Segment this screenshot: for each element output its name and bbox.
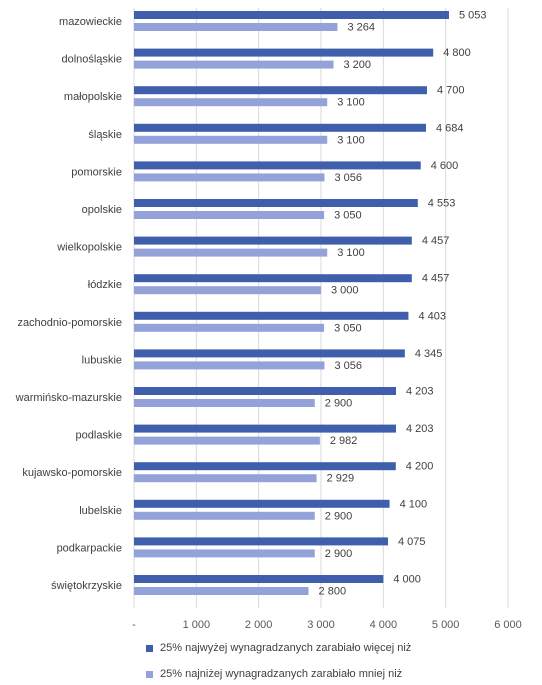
category-label-pomorskie: pomorskie (71, 166, 122, 178)
data-label: 4 345 (415, 348, 443, 360)
bar-high-lubelskie (134, 499, 390, 508)
category-label-lubuskie: lubuskie (82, 354, 122, 366)
bar-low-malopolskie (134, 98, 328, 107)
data-label: 4 600 (431, 160, 459, 172)
data-label: 4 457 (422, 235, 450, 247)
data-label: 4 457 (422, 273, 450, 285)
legend-swatch-low (146, 670, 153, 678)
data-label: 3 056 (334, 360, 362, 372)
data-label: 5 053 (459, 10, 487, 22)
data-label: 3 056 (334, 172, 362, 184)
data-label: 3 100 (337, 97, 365, 109)
data-label: 4 000 (393, 574, 421, 586)
legend-item-high: 25% najwyżej wynagradzanych zarabiało wi… (146, 642, 411, 654)
legend-item-low: 25% najniżej wynagradzanych zarabiało mn… (146, 668, 402, 680)
bar-low-mazowieckie (134, 23, 338, 31)
bar-low-lubuskie (134, 361, 325, 370)
category-label-lodzkie: łódzkie (88, 279, 122, 291)
bar-low-zachodnio-pomorskie (134, 323, 325, 332)
bar-low-podkarpackie (134, 549, 315, 558)
x-tick-label: 4 000 (370, 619, 398, 631)
category-label-opolskie: opolskie (82, 204, 122, 216)
data-label: 2 900 (325, 398, 353, 410)
x-tick-label: 6 000 (494, 619, 522, 631)
data-label: 3 100 (337, 134, 365, 146)
x-tick-label: 3 000 (307, 619, 335, 631)
legend-swatch-high (146, 644, 153, 652)
bar-high-opolskie (134, 199, 418, 207)
legend-label-low: 25% najniżej wynagradzanych zarabiało mn… (160, 668, 403, 680)
bar-high-malopolskie (134, 86, 427, 95)
bar-high-kujawsko-pomorskie (134, 462, 396, 471)
category-labels: mazowieckie dolnośląskie małopolskie śląski… (15, 16, 122, 592)
category-label-malopolskie: małopolskie (64, 91, 122, 103)
data-label: 4 800 (443, 47, 471, 59)
bar-high-podlaskie (134, 424, 396, 433)
x-tick-label: 1 000 (183, 619, 211, 631)
data-label: 4 203 (406, 386, 434, 398)
data-label: 2 900 (325, 548, 353, 560)
data-label: 2 982 (330, 435, 358, 447)
data-label: 2 800 (319, 586, 347, 598)
category-label-wielkopolskie: wielkopolskie (56, 242, 122, 254)
category-label-warminsko-mazurskie: warmińsko-mazurskie (15, 392, 122, 404)
data-label: 4 075 (398, 536, 426, 548)
data-label: 4 100 (400, 498, 428, 510)
data-label: 4 403 (418, 310, 446, 322)
category-label-kujawsko-pomorskie: kujawsko-pomorskie (22, 467, 122, 479)
bar-high-zachodnio-pomorskie (134, 311, 409, 320)
bars: 5 053 3 264 4 800 3 200 4 700 3 100 4 684 3 100… (134, 10, 487, 598)
bar-high-podkarpackie (134, 537, 389, 546)
category-label-dolnoslaskie: dolnośląskie (61, 54, 122, 66)
data-label: 4 700 (437, 85, 465, 97)
data-label: 3 264 (347, 22, 375, 34)
gridlines (133, 8, 509, 608)
bar-high-wielkopolskie (134, 236, 412, 245)
bar-low-pomorskie (134, 173, 325, 182)
data-label: 4 200 (406, 461, 434, 473)
bar-high-warminsko-mazurskie (134, 387, 396, 395)
bar-low-kujawsko-pomorskie (134, 474, 317, 483)
x-tick-label: 2 000 (245, 619, 273, 631)
data-label: 2 929 (327, 473, 355, 485)
x-tick-labels: - 1 000 2 000 3 000 4 000 5 000 6 000 (132, 619, 522, 631)
data-label: 3 000 (331, 285, 359, 297)
data-label: 4 684 (436, 122, 464, 134)
bar-high-swietokrzyskie (134, 575, 384, 583)
bar-low-dolnoslaskie (134, 60, 334, 69)
bar-low-slaskie (134, 135, 328, 144)
data-label: 3 050 (334, 210, 362, 222)
bar-high-lodzkie (134, 274, 412, 283)
category-label-lubelskie: lubelskie (79, 505, 122, 517)
bar-low-lubelskie (134, 511, 315, 520)
data-label: 3 050 (334, 322, 362, 334)
data-label: 3 100 (337, 247, 365, 259)
bar-low-wielkopolskie (134, 248, 328, 257)
bar-low-swietokrzyskie (134, 587, 309, 595)
bar-high-slaskie (134, 123, 426, 132)
x-tick-label: 5 000 (432, 619, 460, 631)
data-label: 2 900 (325, 510, 353, 522)
bar-high-pomorskie (134, 161, 421, 170)
bar-high-mazowieckie (134, 11, 449, 19)
bar-low-opolskie (134, 211, 325, 219)
bar-low-warminsko-mazurskie (134, 399, 315, 407)
data-label: 4 553 (428, 198, 456, 210)
category-label-zachodnio-pomorskie: zachodnio-pomorskie (17, 317, 122, 329)
bar-low-podlaskie (134, 436, 320, 445)
category-label-podlaskie: podlaskie (76, 430, 122, 442)
bar-high-lubuskie (134, 349, 405, 358)
data-label: 3 200 (343, 59, 371, 71)
legend-label-high: 25% najwyżej wynagradzanych zarabiało wi… (160, 642, 412, 654)
bar-high-dolnoslaskie (134, 48, 434, 57)
x-tick-label: - (132, 619, 136, 631)
category-label-podkarpackie: podkarpackie (57, 542, 122, 554)
category-label-slaskie: śląskie (88, 129, 122, 141)
category-label-mazowieckie: mazowieckie (59, 16, 122, 28)
category-label-swietokrzyskie: świętokrzyskie (51, 580, 122, 592)
bar-low-lodzkie (134, 286, 321, 295)
data-label: 4 203 (406, 423, 434, 435)
